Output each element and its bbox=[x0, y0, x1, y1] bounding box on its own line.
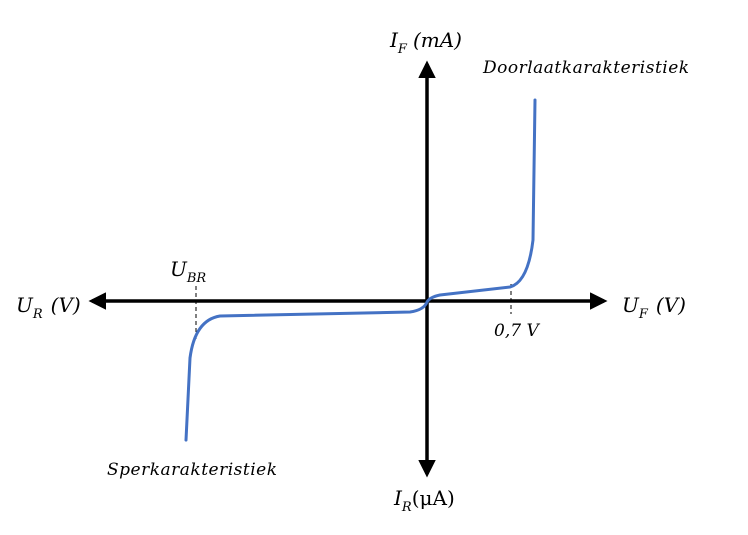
ir-axis-label: IR(μA) bbox=[393, 486, 455, 515]
reverse-characteristic-caption: Sperkarakteristiek bbox=[107, 460, 278, 480]
knee-voltage-label: 0,7 V bbox=[494, 321, 540, 341]
forward-characteristic-caption: Doorlaatkarakteristiek bbox=[482, 58, 690, 78]
uf-axis-label: UF (V) bbox=[622, 293, 686, 322]
ur-axis-label: UR (V) bbox=[16, 293, 81, 322]
diode-curve bbox=[184, 98, 537, 442]
ubr-label: UBR bbox=[170, 257, 206, 286]
if-axis-label: IF (mA) bbox=[389, 28, 462, 57]
